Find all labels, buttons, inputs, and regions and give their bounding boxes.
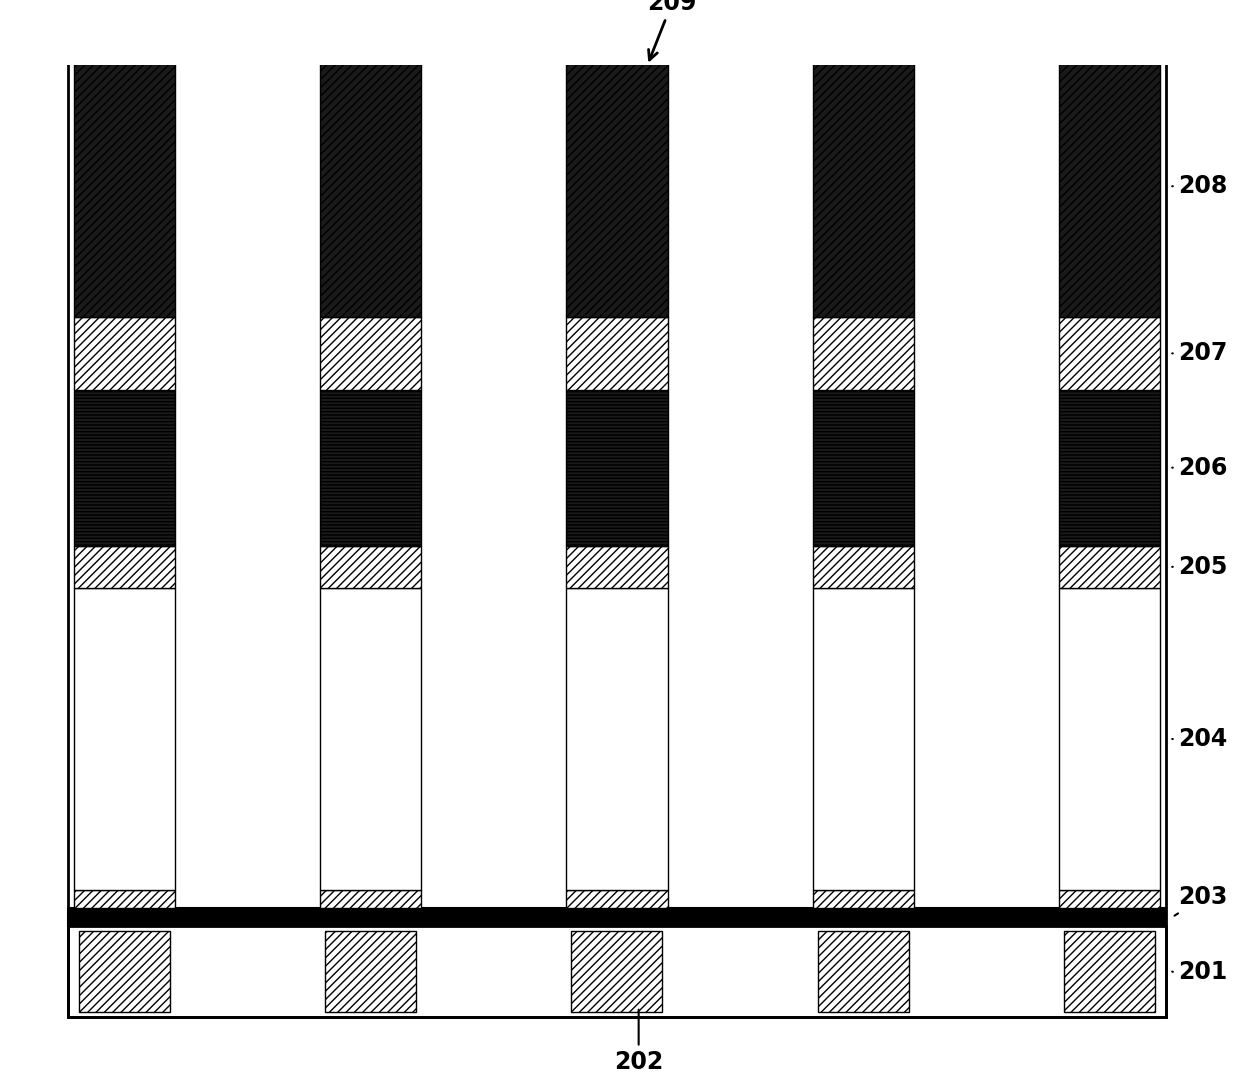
Bar — [320, 55, 422, 317]
Bar — [1059, 546, 1159, 587]
Text: 207: 207 — [1172, 341, 1228, 366]
Bar — [320, 890, 422, 908]
Bar — [567, 390, 667, 546]
Bar — [68, 908, 1166, 926]
Bar — [1064, 932, 1154, 1011]
Text: 205: 205 — [1172, 555, 1228, 579]
Bar — [1059, 890, 1159, 908]
Text: 209: 209 — [647, 0, 697, 60]
Bar — [812, 890, 914, 908]
Bar — [812, 390, 914, 546]
Bar — [567, 546, 667, 587]
Bar — [1059, 390, 1159, 546]
Bar — [79, 932, 170, 1011]
Text: 202: 202 — [614, 1009, 663, 1074]
Bar — [68, 55, 1166, 1017]
Bar — [812, 317, 914, 390]
Bar — [320, 587, 422, 890]
Bar — [74, 546, 175, 587]
Bar — [74, 317, 175, 390]
Bar — [572, 932, 662, 1011]
Text: 204: 204 — [1172, 727, 1228, 751]
Bar — [567, 587, 667, 890]
Bar — [74, 55, 175, 317]
Bar — [812, 587, 914, 890]
Text: 201: 201 — [1172, 960, 1228, 983]
Bar — [68, 926, 1166, 1017]
Bar — [74, 890, 175, 908]
Bar — [74, 390, 175, 546]
Bar — [74, 587, 175, 890]
Bar — [320, 546, 422, 587]
Bar — [1059, 55, 1159, 317]
Bar — [567, 890, 667, 908]
Bar — [1059, 587, 1159, 890]
Bar — [812, 546, 914, 587]
Text: 206: 206 — [1172, 455, 1228, 480]
Bar — [567, 317, 667, 390]
Bar — [325, 932, 417, 1011]
Bar — [320, 390, 422, 546]
Text: 208: 208 — [1172, 174, 1228, 198]
Text: 203: 203 — [1174, 886, 1228, 916]
Bar — [817, 932, 909, 1011]
Bar — [567, 55, 667, 317]
Bar — [1059, 317, 1159, 390]
Bar — [812, 55, 914, 317]
Bar — [320, 317, 422, 390]
